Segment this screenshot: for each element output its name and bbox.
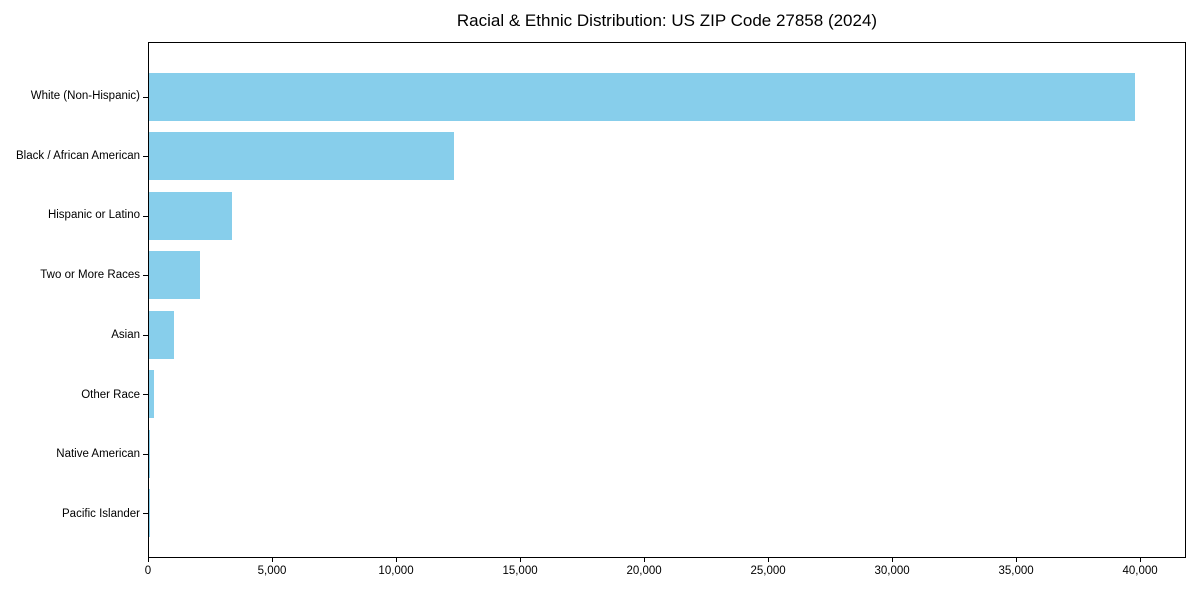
x-tick-label: 5,000	[257, 565, 287, 577]
x-tick-mark	[147, 558, 149, 562]
y-tick-mark	[143, 394, 148, 396]
bar-row	[143, 127, 1185, 187]
plot-area	[143, 42, 1186, 558]
chart-title: Racial & Ethnic Distribution: US ZIP Cod…	[456, 11, 878, 30]
bar	[149, 429, 150, 478]
x-axis-ticks: 0 5,000 10,000 15,000 20,000 25,000 30,000 35,0…	[144, 558, 1186, 592]
category-label: Hispanic or Latino	[47, 209, 140, 222]
y-tick-mark	[143, 215, 148, 217]
y-tick-mark	[143, 334, 148, 336]
x-tick-label: 30,000	[874, 565, 910, 577]
y-tick-mark	[143, 453, 148, 455]
y-tick-mark	[143, 96, 148, 98]
category-label: Other Race	[81, 388, 140, 401]
x-tick-mark	[767, 558, 769, 562]
x-tick-label: 25,000	[750, 565, 786, 577]
x-tick-label: 0	[144, 565, 152, 577]
category-label: White (Non-Hispanic)	[30, 89, 140, 102]
x-tick-mark	[1139, 558, 1141, 562]
category-label: Pacific Islander	[62, 508, 140, 521]
x-tick-mark	[891, 558, 893, 562]
bar-rows	[143, 43, 1185, 557]
y-axis-category-labels: White (Non-Hispanic) Black / African Amer…	[0, 42, 140, 558]
bar	[149, 72, 1136, 121]
x-tick-mark	[395, 558, 397, 562]
x-tick-label: 20,000	[626, 565, 662, 577]
x-tick-label: 10,000	[378, 565, 414, 577]
category-label: Black / African American	[16, 149, 140, 162]
category-label: Native American	[56, 448, 140, 461]
bar-row	[143, 424, 1185, 484]
bar-row	[143, 186, 1185, 246]
x-tick-mark	[271, 558, 273, 562]
bar-row	[143, 365, 1185, 425]
category-label: Two or More Races	[40, 269, 140, 282]
x-tick-mark	[519, 558, 521, 562]
category-label: Asian	[111, 328, 140, 341]
bar	[149, 251, 200, 300]
bar-row	[143, 484, 1185, 544]
bar-row	[143, 305, 1185, 365]
x-tick-mark	[1015, 558, 1017, 562]
bar	[149, 370, 154, 419]
x-tick-label: 40,000	[1122, 565, 1158, 577]
bar-row	[143, 67, 1185, 127]
x-tick-label: 15,000	[502, 565, 538, 577]
x-tick-label: 35,000	[998, 565, 1034, 577]
y-tick-mark	[143, 275, 148, 277]
bar	[149, 310, 174, 359]
x-tick-mark	[643, 558, 645, 562]
y-tick-mark	[143, 513, 148, 515]
bar-row	[143, 246, 1185, 306]
bar	[149, 191, 232, 240]
y-tick-mark	[143, 156, 148, 158]
bar	[149, 132, 455, 181]
